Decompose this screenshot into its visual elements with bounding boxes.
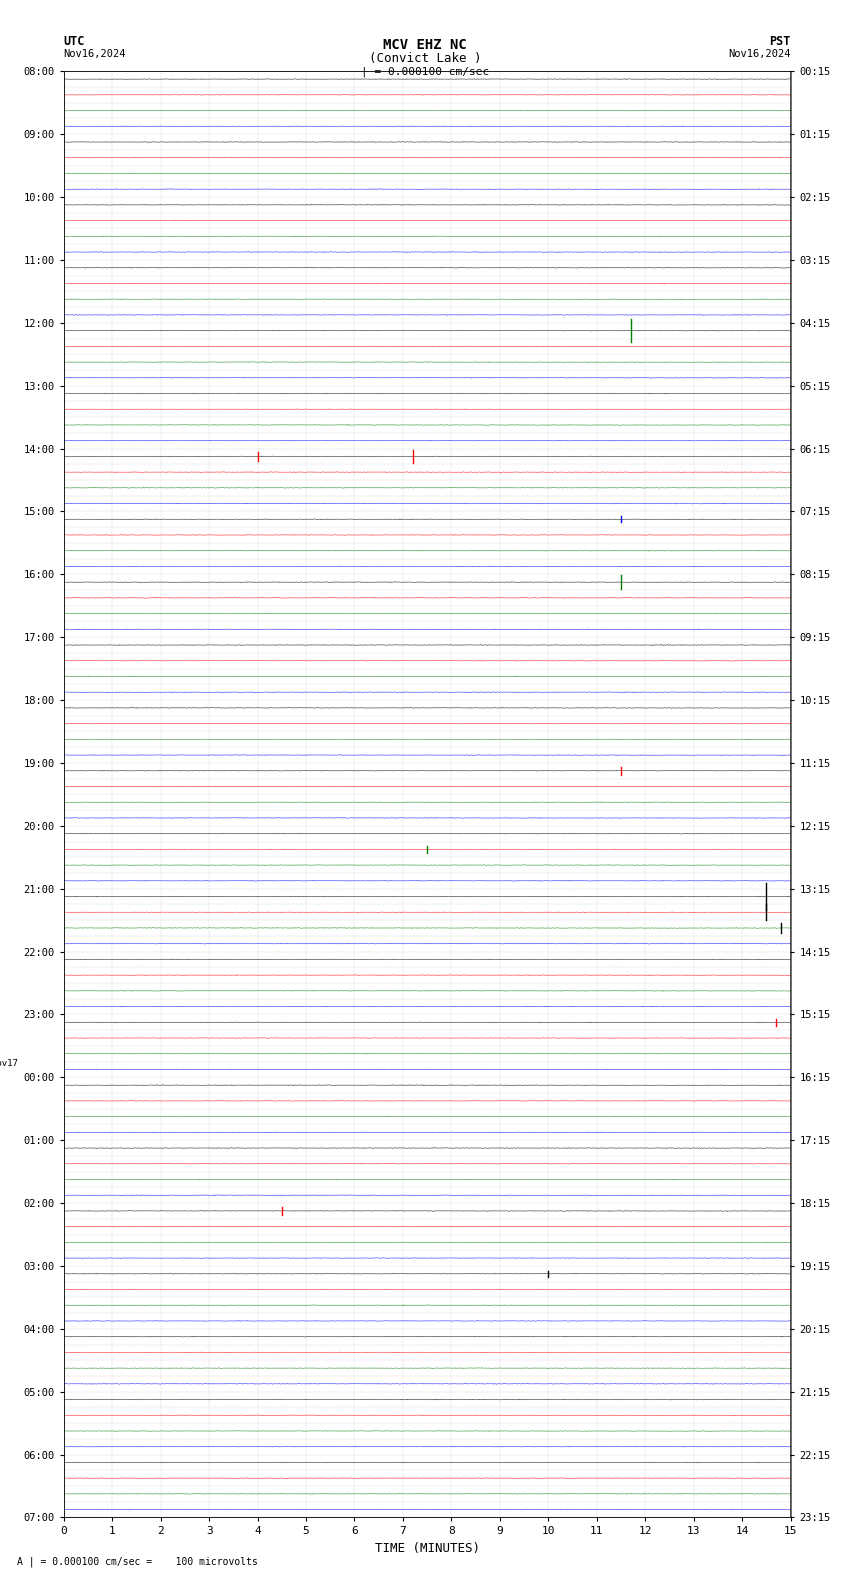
X-axis label: TIME (MINUTES): TIME (MINUTES)	[375, 1543, 479, 1555]
Text: UTC: UTC	[64, 35, 85, 48]
Text: A | = 0.000100 cm/sec =    100 microvolts: A | = 0.000100 cm/sec = 100 microvolts	[17, 1557, 258, 1567]
Text: | = 0.000100 cm/sec: | = 0.000100 cm/sec	[361, 67, 489, 78]
Text: Nov17: Nov17	[0, 1060, 19, 1068]
Text: PST: PST	[769, 35, 790, 48]
Text: (Convict Lake ): (Convict Lake )	[369, 52, 481, 65]
Text: MCV EHZ NC: MCV EHZ NC	[383, 38, 467, 52]
Text: Nov16,2024: Nov16,2024	[64, 49, 127, 59]
Text: Nov16,2024: Nov16,2024	[728, 49, 791, 59]
